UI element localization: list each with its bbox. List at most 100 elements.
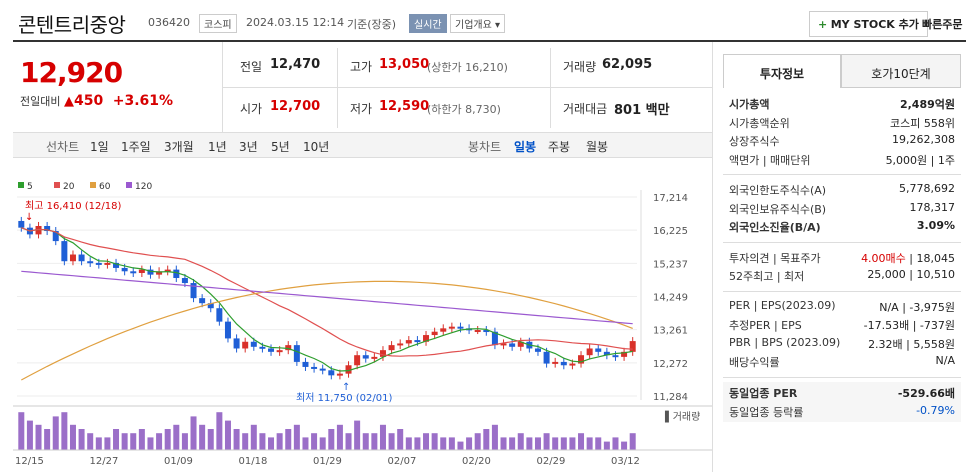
volume-bar bbox=[233, 429, 240, 450]
x-axis-labels: 12/15 12/27 01/09 01/18 01/29 02/07 02/20 02/29… bbox=[15, 456, 640, 467]
period-1d[interactable]: 1일 bbox=[90, 140, 109, 154]
volume-bar bbox=[405, 437, 412, 450]
lower-limit: (하한가 8,730) bbox=[427, 103, 501, 116]
divider bbox=[337, 48, 338, 128]
volume-bar bbox=[491, 424, 498, 450]
info-label: 시가총액 bbox=[729, 98, 770, 111]
tab-invest-info[interactable]: 투자정보 bbox=[723, 54, 841, 88]
period-3m[interactable]: 3개월 bbox=[164, 140, 194, 154]
header-divider bbox=[13, 40, 966, 42]
candle-body bbox=[534, 348, 541, 352]
candle-body bbox=[448, 326, 455, 329]
moving-average-lines bbox=[21, 227, 633, 381]
candle-body bbox=[517, 341, 524, 347]
candle-body bbox=[552, 361, 559, 364]
candle-body bbox=[259, 346, 266, 349]
live-badge[interactable]: 실시간 bbox=[409, 14, 447, 33]
info-value: 코스피 558위 bbox=[890, 115, 955, 131]
period-5y[interactable]: 5년 bbox=[271, 140, 290, 154]
period-10y[interactable]: 10년 bbox=[303, 140, 330, 154]
info-row: 52주최고 | 최저 25,000 | 10,510 bbox=[729, 268, 955, 286]
candle-body bbox=[302, 361, 309, 367]
candle-body bbox=[509, 343, 516, 347]
volume-bar bbox=[354, 420, 361, 450]
period-1y[interactable]: 1년 bbox=[208, 140, 227, 154]
info-value-text: 코스피 558위 bbox=[890, 116, 955, 130]
info-label: 외국인한도주식수(A) bbox=[729, 184, 827, 197]
candle-body bbox=[268, 348, 275, 352]
candle-body bbox=[560, 361, 567, 366]
volume-bar bbox=[250, 424, 257, 450]
legend-label: 5 bbox=[27, 182, 33, 192]
period-3y[interactable]: 3년 bbox=[239, 140, 258, 154]
ma-line-20 bbox=[21, 227, 633, 357]
volume-bar bbox=[276, 433, 283, 450]
current-price: 12,920 bbox=[20, 56, 123, 89]
stock-code: 036420 bbox=[148, 16, 190, 29]
volume-bar bbox=[285, 429, 292, 450]
info-value: 25,000 | 10,510 bbox=[867, 268, 955, 281]
candle-monthly[interactable]: 월봉 bbox=[586, 140, 609, 154]
candle-body bbox=[491, 331, 498, 346]
plus-icon: + bbox=[818, 18, 828, 31]
volume-bar bbox=[319, 437, 326, 450]
x-tick-label: 02/29 bbox=[537, 456, 566, 467]
chart-grid bbox=[17, 190, 642, 400]
volume-bar bbox=[293, 424, 300, 450]
x-tick-label: 02/07 bbox=[388, 456, 417, 467]
my-stock-button[interactable]: + MY STOCK 추가 bbox=[809, 11, 928, 37]
volume-bar bbox=[44, 429, 51, 450]
quick-order-link[interactable]: 빠른주문 bbox=[922, 18, 963, 31]
info-label: 배당수익률 bbox=[729, 356, 780, 369]
change-percent: +3.61% bbox=[112, 93, 174, 109]
candle-body bbox=[52, 231, 59, 242]
volume-bar bbox=[268, 437, 275, 450]
candle-weekly[interactable]: 주봉 bbox=[548, 140, 571, 154]
candle-body bbox=[397, 343, 404, 346]
info-value-text: 2,489억원 bbox=[899, 98, 955, 111]
volume-bar bbox=[526, 437, 533, 450]
chevron-down-icon: ▾ bbox=[495, 20, 501, 31]
period-1w[interactable]: 1주일 bbox=[121, 140, 151, 154]
volume-bar bbox=[216, 412, 223, 450]
company-overview-dropdown[interactable]: 기업개요 ▾ bbox=[450, 14, 506, 33]
info-value-text: 25,000 | 10,510 bbox=[867, 268, 955, 281]
candle-body bbox=[190, 283, 197, 299]
candle-body bbox=[431, 331, 438, 336]
info-label: 52주최고 | 최저 bbox=[729, 270, 805, 283]
divider bbox=[222, 87, 712, 88]
info-row: 시가총액순위 코스피 558위 bbox=[729, 115, 955, 133]
info-label: PBR | BPS (2023.09) bbox=[729, 335, 841, 349]
volume-bar bbox=[500, 437, 507, 450]
candle-body bbox=[354, 355, 361, 366]
stock-chart[interactable]: 5 20 60 120 17,21416,22515,23714,24913,2611… bbox=[13, 160, 712, 472]
candle-body bbox=[95, 262, 102, 265]
stock-name: 콘텐트리중앙 bbox=[18, 13, 126, 37]
candle-body bbox=[35, 225, 42, 235]
candle-body bbox=[578, 355, 585, 364]
info-row: 외국인보유주식수(B) 178,317 bbox=[729, 201, 955, 219]
candle-daily[interactable]: 일봉 bbox=[514, 140, 537, 154]
volume-bar bbox=[595, 437, 602, 450]
info-value: -0.79% bbox=[916, 404, 955, 417]
volume-bar bbox=[302, 437, 309, 450]
info-row: 외국인한도주식수(A) 5,778,692 bbox=[729, 182, 955, 200]
section-divider bbox=[723, 241, 961, 243]
volume-bar bbox=[130, 433, 137, 450]
volume-bar bbox=[388, 433, 395, 450]
volume-bar bbox=[138, 429, 145, 450]
volume-bar bbox=[199, 424, 206, 450]
price-change: 전일대비 ▲450 +3.61% bbox=[20, 93, 173, 109]
candle-body bbox=[104, 262, 111, 265]
volume-bar bbox=[181, 433, 188, 450]
info-value-text: 18,045 bbox=[916, 251, 956, 265]
prev-close-label: 전일 bbox=[240, 60, 263, 74]
info-value: 178,317 bbox=[910, 201, 956, 214]
volume-bar bbox=[474, 433, 481, 450]
candle-body bbox=[328, 370, 335, 376]
info-row: 외국인소진율(B/A) 3.09% bbox=[729, 219, 955, 237]
chart-legend: 5 20 60 120 bbox=[18, 182, 152, 192]
tab-orderbook[interactable]: 호가10단계 bbox=[841, 54, 961, 88]
candle-body bbox=[543, 351, 550, 364]
candles bbox=[18, 216, 636, 380]
